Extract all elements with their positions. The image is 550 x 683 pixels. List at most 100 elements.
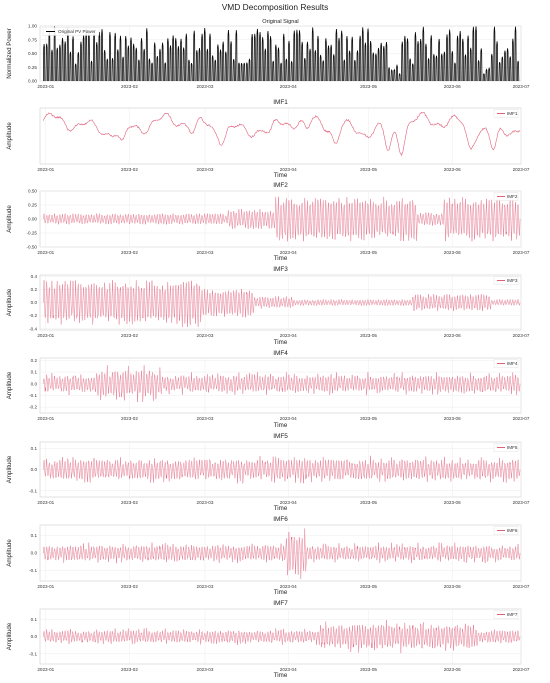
- y-axis-label: Amplitude: [6, 539, 13, 567]
- legend-label: IMF7: [507, 612, 518, 617]
- x-tick-label: 2023-05: [360, 250, 377, 255]
- y-axis-label: Amplitude: [6, 455, 13, 483]
- legend-box: [493, 526, 519, 535]
- x-axis-label: Time: [274, 505, 288, 512]
- x-tick-label: 2023-01: [37, 167, 54, 172]
- panel-title: IMF1: [273, 99, 288, 106]
- y-tick-label: 0.1: [31, 617, 38, 622]
- x-tick-label: 2023-07: [513, 84, 530, 89]
- legend-box: [493, 192, 519, 201]
- y-tick-label: 0.50: [28, 189, 37, 194]
- legend: IMF3: [493, 276, 519, 285]
- x-tick-label: 2023-01: [37, 416, 54, 421]
- x-tick-label: 2023-02: [121, 250, 138, 255]
- series-line-imf6: [43, 528, 521, 580]
- x-tick-label: 2023-06: [444, 167, 461, 172]
- x-tick-label: 2023-05: [360, 416, 377, 421]
- x-tick-label: 2023-05: [360, 333, 377, 338]
- x-tick-label: 2023-05: [360, 84, 377, 89]
- x-tick-label: 2023-01: [37, 500, 54, 505]
- y-axis-label: Amplitude: [6, 122, 13, 150]
- legend: IMF4: [493, 359, 519, 368]
- x-tick-label: 2023-07: [513, 584, 530, 589]
- x-tick-label: 2023-03: [197, 667, 214, 672]
- legend-box: [42, 27, 100, 36]
- panel-title: IMF7: [273, 600, 288, 607]
- x-tick-label: 2023-01: [37, 584, 54, 589]
- x-tick-label: 2023-02: [121, 84, 138, 89]
- x-tick-label: 2023-04: [280, 584, 297, 589]
- y-tick-label: -0.1: [29, 651, 37, 656]
- x-tick-label: 2023-02: [121, 584, 138, 589]
- panel-imf4: 2023-01 2023-02 2023-03 2023-04 2023-05 2023-…: [6, 350, 530, 429]
- y-axis-label: Amplitude: [6, 288, 13, 316]
- x-tick-label: 2023-03: [197, 416, 214, 421]
- x-tick-label: 2023-06: [444, 250, 461, 255]
- y-tick-label: 0.1: [31, 533, 38, 538]
- legend-label: IMF5: [507, 445, 518, 450]
- x-tick-label: 2023-02: [121, 667, 138, 672]
- legend: IMF5: [493, 443, 519, 452]
- panel-imf6: 2023-01 2023-02 2023-03 2023-04 2023-05 2023-…: [6, 516, 530, 596]
- y-tick-label: 0.50: [28, 51, 37, 56]
- series-line-imf4: [43, 365, 521, 403]
- x-tick-label: 2023-03: [197, 84, 214, 89]
- y-axis-label: Normalized Power: [6, 28, 13, 79]
- legend: IMF1: [493, 109, 519, 118]
- series-line-original-pv-power: [42, 26, 520, 82]
- legend-label: IMF4: [507, 361, 518, 366]
- legend-label: IMF6: [507, 528, 518, 533]
- x-tick-label: 2023-05: [360, 667, 377, 672]
- y-tick-label: -0.25: [27, 231, 38, 236]
- legend-box: [493, 359, 519, 368]
- y-tick-label: -0.2: [29, 405, 37, 410]
- x-tick-label: 2023-06: [444, 333, 461, 338]
- panel-imf1: 2023-01 2023-02 2023-03 2023-04 2023-05 2023-…: [6, 99, 530, 179]
- y-tick-label: -0.1: [29, 393, 37, 398]
- x-tick-label: 2023-07: [513, 333, 530, 338]
- y-axis-label: Amplitude: [6, 371, 13, 399]
- x-axis-label: Time: [274, 589, 288, 596]
- x-tick-label: 2023-04: [280, 84, 297, 89]
- x-tick-label: 2023-04: [280, 333, 297, 338]
- x-tick-label: 2023-01: [37, 250, 54, 255]
- panel-title: Original Signal: [262, 19, 298, 25]
- legend-label: IMF3: [507, 278, 518, 283]
- x-tick-label: 2023-06: [444, 667, 461, 672]
- x-tick-label: 2023-02: [121, 167, 138, 172]
- x-tick-label: 2023-07: [513, 667, 530, 672]
- x-tick-label: 2023-05: [360, 167, 377, 172]
- y-tick-label: 0.1: [31, 446, 38, 451]
- y-tick-label: 0.0: [31, 300, 38, 305]
- x-tick-label: 2023-03: [197, 333, 214, 338]
- y-tick-label: -0.1: [29, 488, 37, 493]
- legend: IMF2: [493, 192, 519, 201]
- x-tick-label: 2023-02: [121, 416, 138, 421]
- y-axis-label: Amplitude: [6, 622, 13, 650]
- x-tick-label: 2023-03: [197, 500, 214, 505]
- x-tick-label: 2023-03: [197, 167, 214, 172]
- panel-title: IMF2: [273, 182, 288, 189]
- y-tick-label: 0.0: [31, 381, 38, 386]
- legend: Original PV Power: [42, 27, 100, 36]
- plot-area: [39, 107, 522, 165]
- legend-box: [493, 443, 519, 452]
- series-line-imf7: [43, 620, 521, 654]
- x-tick-label: 2023-06: [444, 500, 461, 505]
- legend: IMF7: [493, 610, 519, 619]
- y-tick-label: 0.00: [28, 79, 37, 84]
- y-tick-label: 0.4: [31, 274, 38, 279]
- y-tick-label: -0.2: [29, 313, 37, 318]
- legend-label: IMF1: [507, 111, 518, 116]
- x-tick-label: 2023-03: [197, 584, 214, 589]
- x-tick-label: 2023-01: [37, 333, 54, 338]
- figure-title: VMD Decomposition Results: [222, 2, 329, 12]
- series-line-imf2: [43, 196, 521, 242]
- panel-imf5: 2023-01 2023-02 2023-03 2023-04 2023-05 2023-…: [6, 433, 530, 512]
- series-line-imf3: [43, 280, 521, 328]
- x-tick-label: 2023-04: [280, 167, 297, 172]
- x-axis-label: Time: [274, 339, 288, 346]
- x-tick-label: 2023-07: [513, 167, 530, 172]
- x-tick-label: 2023-01: [37, 667, 54, 672]
